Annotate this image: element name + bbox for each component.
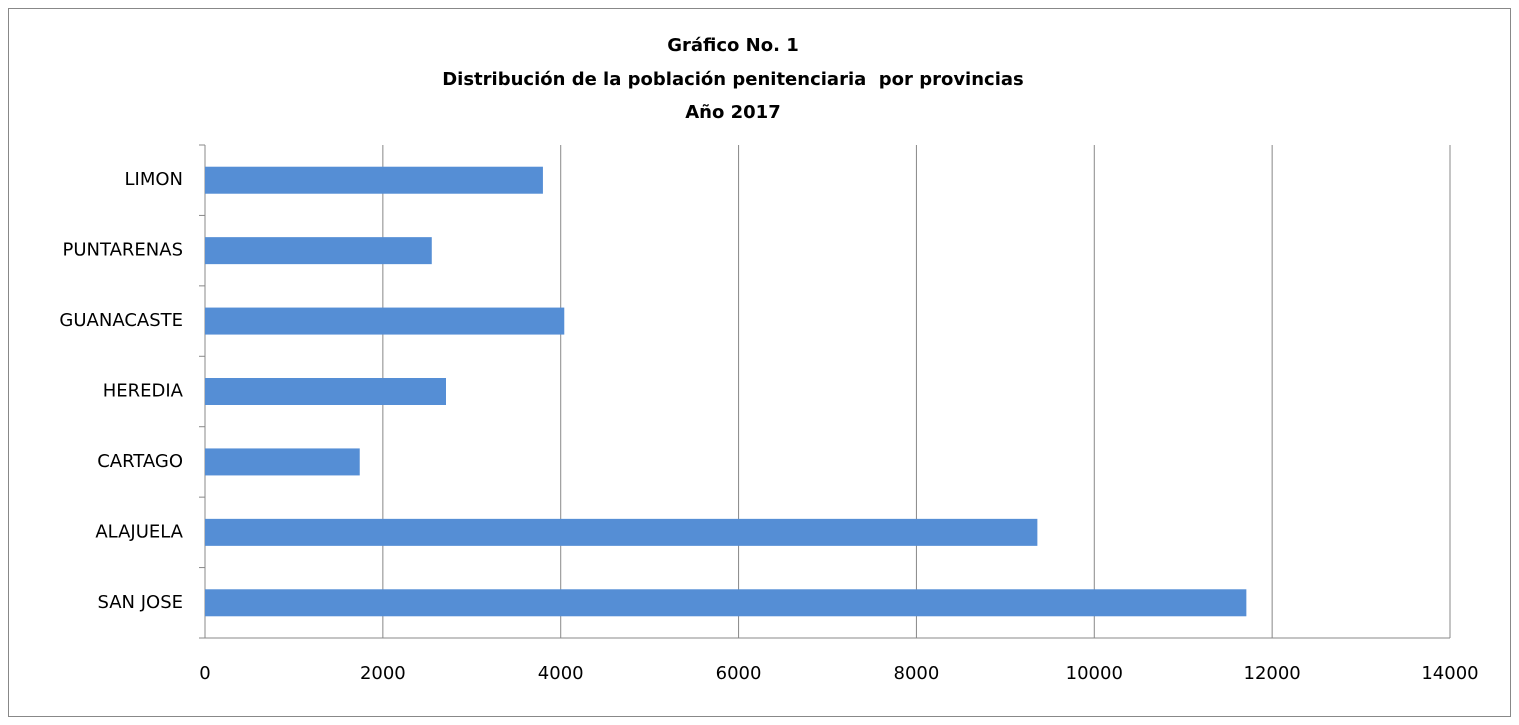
x-tick-label: 4000 <box>538 663 584 684</box>
bar <box>205 237 432 265</box>
y-tick-label: PUNTARENAS <box>63 240 184 261</box>
y-tick-label: ALAJUELA <box>95 521 183 542</box>
bar <box>205 307 565 335</box>
y-tick-label: GUANACASTE <box>59 310 183 331</box>
bar <box>205 518 1038 546</box>
x-tick-label: 2000 <box>360 663 406 684</box>
x-tick-label: 0 <box>199 663 210 684</box>
chart-title: Gráfico No. 1 <box>667 35 799 56</box>
y-tick-label: SAN JOSE <box>97 592 183 613</box>
y-tick-label: HEREDIA <box>103 381 184 402</box>
x-tick-label: 10000 <box>1066 663 1123 684</box>
bar <box>205 589 1247 617</box>
x-tick-label: 8000 <box>894 663 940 684</box>
x-tick-label: 6000 <box>716 663 762 684</box>
x-tick-label: 14000 <box>1421 663 1478 684</box>
chart-title: Distribución de la población penitenciar… <box>442 69 1024 90</box>
bar <box>205 166 543 194</box>
bar <box>205 378 446 405</box>
bar <box>205 448 360 476</box>
x-tick-label: 12000 <box>1244 663 1301 684</box>
chart-title: Año 2017 <box>685 102 780 123</box>
y-tick-label: CARTAGO <box>97 451 183 472</box>
y-tick-label: LIMON <box>125 169 184 190</box>
